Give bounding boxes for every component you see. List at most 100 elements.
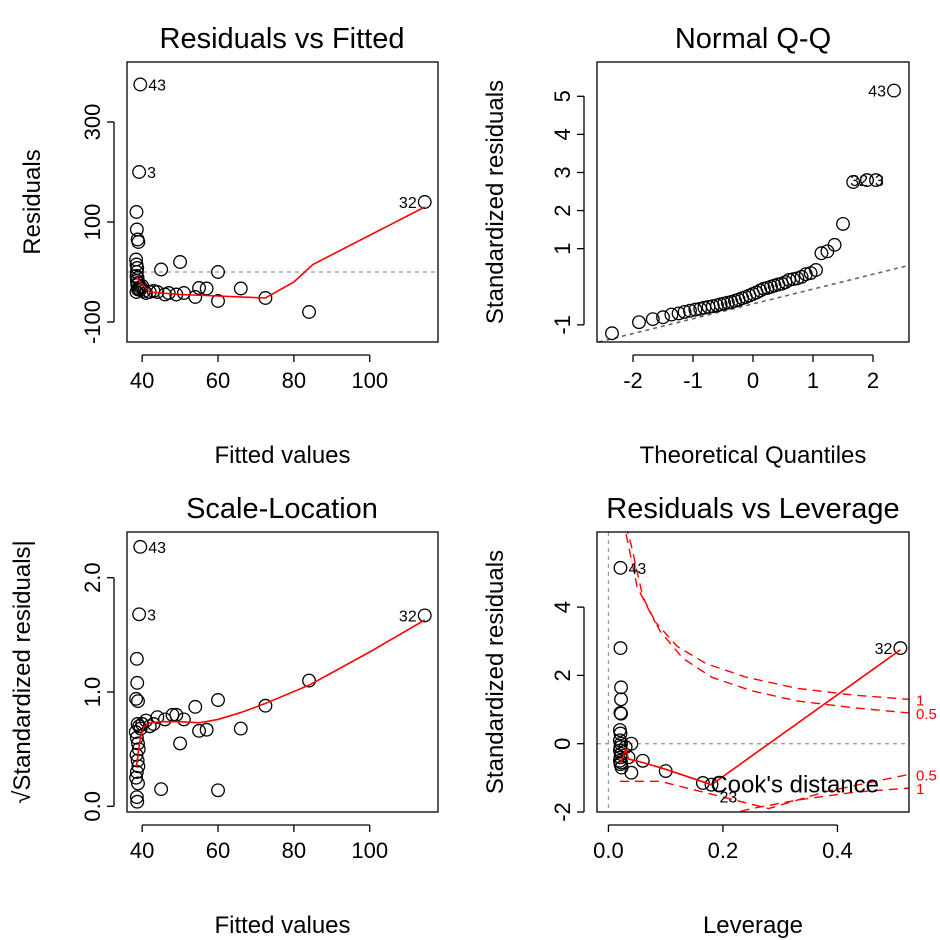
data-point xyxy=(632,315,646,330)
data-point xyxy=(688,302,703,317)
data-point xyxy=(786,272,801,287)
y-tick-label: 1.0 xyxy=(80,677,105,708)
data-point xyxy=(211,265,225,279)
smooth-line xyxy=(135,206,426,299)
x-tick-label: 0.2 xyxy=(708,838,739,863)
plot-frame xyxy=(596,61,910,343)
x-tick-label: 0.4 xyxy=(822,838,853,863)
data-point xyxy=(173,736,188,751)
data-point xyxy=(176,712,191,727)
y-tick-label: -100 xyxy=(80,300,105,344)
x-axis-label: Fitted values xyxy=(214,912,350,939)
data-point xyxy=(417,608,432,623)
data-point xyxy=(614,692,628,707)
data-point xyxy=(131,759,146,774)
data-point xyxy=(131,235,146,249)
x-tick-label: 40 xyxy=(130,838,154,863)
smooth-line xyxy=(135,619,426,767)
data-point xyxy=(211,783,225,798)
data-point xyxy=(129,691,144,706)
panel-1: Residuals vs Fitted Fitted values Residual… xyxy=(19,23,439,469)
panel-2: Normal Q-Q Theoretical Quantiles Standardi… xyxy=(482,23,910,469)
data-point xyxy=(782,272,796,287)
data-point xyxy=(893,641,908,656)
x-tick-label: 100 xyxy=(351,838,388,863)
data-point xyxy=(192,723,207,738)
data-point xyxy=(188,290,203,304)
cooks-contour-upper xyxy=(626,532,909,714)
x-tick-label: 0 xyxy=(747,368,759,393)
y-tick-label: 2 xyxy=(550,669,575,681)
data-point xyxy=(624,765,639,780)
y-axis-label: Residuals xyxy=(19,149,46,254)
x-tick-label: 80 xyxy=(282,368,306,393)
y-tick-label: 5 xyxy=(550,90,575,102)
data-point xyxy=(129,205,144,219)
cooks-contour-label: 1 xyxy=(916,692,924,709)
data-point xyxy=(211,693,225,707)
data-point xyxy=(624,736,639,751)
data-point xyxy=(656,310,670,325)
y-tick-label: 1 xyxy=(550,243,575,255)
cooks-contour-label: 0.5 xyxy=(916,767,937,784)
data-point xyxy=(199,722,214,737)
cooks-contour-label: 0.5 xyxy=(916,706,937,723)
data-point xyxy=(614,680,628,695)
qq-reference-line xyxy=(597,264,909,342)
panel-4: Residuals vs Leverage Leverage Standardize… xyxy=(482,493,937,939)
plot-area xyxy=(127,77,438,319)
x-axis-label: Theoretical Quantiles xyxy=(640,442,867,469)
x-tick-label: 0.0 xyxy=(593,838,624,863)
x-axis-label: Leverage xyxy=(703,912,803,939)
y-axis-label: Standardized residuals xyxy=(482,80,509,324)
data-point xyxy=(704,777,719,792)
data-point xyxy=(809,263,823,277)
point-label: 43 xyxy=(868,84,886,101)
x-tick-label: 1 xyxy=(807,368,819,393)
data-point xyxy=(130,675,145,690)
data-point xyxy=(233,281,248,296)
y-tick-label: -2 xyxy=(550,802,575,822)
y-tick-label: 0 xyxy=(550,738,575,750)
data-point xyxy=(869,173,883,188)
data-point xyxy=(613,560,628,575)
x-tick-label: 100 xyxy=(351,368,388,393)
point-label: 32 xyxy=(399,195,417,212)
y-tick-label: 300 xyxy=(80,104,105,141)
data-point xyxy=(664,307,679,322)
data-point xyxy=(695,776,710,790)
cooks-contour-label: 1 xyxy=(916,781,924,798)
data-point xyxy=(677,304,692,319)
plot-title: Normal Q-Q xyxy=(675,23,831,55)
plot-frame xyxy=(126,531,439,813)
data-point xyxy=(613,641,628,656)
data-point xyxy=(129,730,144,745)
data-point xyxy=(211,294,225,308)
point-label: 23 xyxy=(719,790,737,807)
data-point xyxy=(132,165,147,179)
x-tick-label: 40 xyxy=(130,368,154,393)
plot-title: Scale-Location xyxy=(186,493,378,525)
point-label: 32 xyxy=(875,641,893,658)
y-tick-label: 0.0 xyxy=(80,791,105,822)
x-axis-label: Fitted values xyxy=(214,442,350,469)
cooks-contour-lower xyxy=(619,773,909,810)
data-point xyxy=(645,312,660,327)
y-tick-label: 2 xyxy=(550,204,575,216)
y-tick-label: 4 xyxy=(550,128,575,140)
x-tick-label: -2 xyxy=(623,368,643,393)
plot-frame xyxy=(126,61,439,343)
data-point xyxy=(188,699,203,714)
data-point xyxy=(132,607,147,622)
plot-area xyxy=(597,532,909,812)
data-point xyxy=(794,269,809,284)
data-point xyxy=(157,712,172,727)
x-tick-label: 80 xyxy=(282,838,306,863)
y-tick-label: 100 xyxy=(80,204,105,241)
cooks-distance-legend: Cook's distance xyxy=(710,772,879,799)
y-tick-label: 4 xyxy=(550,601,575,613)
x-tick-label: 2 xyxy=(867,368,879,393)
data-point xyxy=(836,216,850,231)
data-point xyxy=(131,776,145,791)
